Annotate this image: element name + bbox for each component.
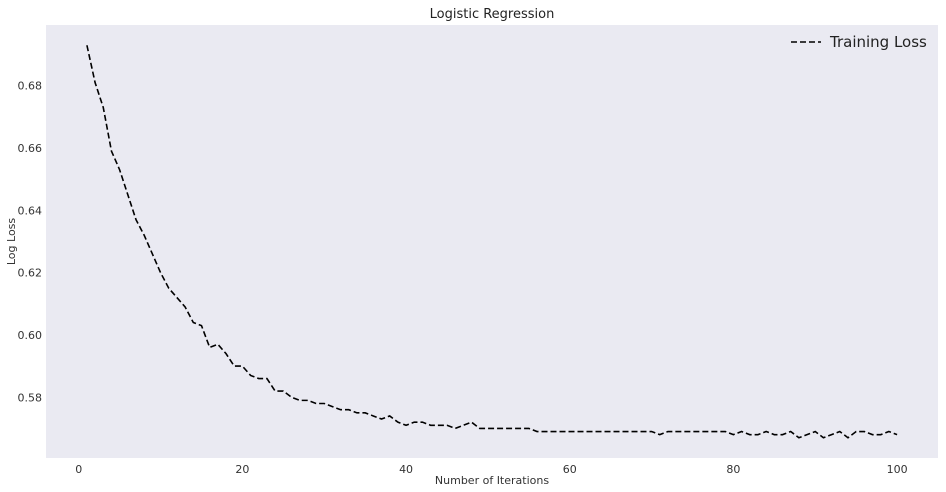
x-tick-label: 0 xyxy=(75,463,82,476)
y-tick-label: 0.66 xyxy=(18,142,43,155)
y-tick-label: 0.60 xyxy=(18,329,43,342)
chart-title: Logistic Regression xyxy=(430,7,555,22)
y-tick-label: 0.64 xyxy=(18,204,43,217)
x-tick-label: 20 xyxy=(235,463,249,476)
x-tick-label: 80 xyxy=(726,463,740,476)
x-axis-ticks: 0 20 40 60 80 100 xyxy=(75,463,907,476)
x-axis-label: Number of Iterations xyxy=(435,474,549,487)
legend: Training Loss xyxy=(791,33,927,51)
x-tick-label: 60 xyxy=(563,463,577,476)
x-tick-label: 40 xyxy=(399,463,413,476)
y-tick-label: 0.58 xyxy=(18,391,43,404)
y-tick-label: 0.62 xyxy=(18,267,43,280)
y-axis-ticks: 0.58 0.60 0.62 0.64 0.66 0.68 xyxy=(18,80,43,405)
y-axis-label: Log Loss xyxy=(5,218,18,266)
x-tick-label: 100 xyxy=(887,463,908,476)
legend-label-training-loss: Training Loss xyxy=(829,33,927,51)
plot-background xyxy=(46,25,938,458)
series-line-training-loss xyxy=(86,45,898,439)
y-tick-label: 0.68 xyxy=(18,80,43,93)
